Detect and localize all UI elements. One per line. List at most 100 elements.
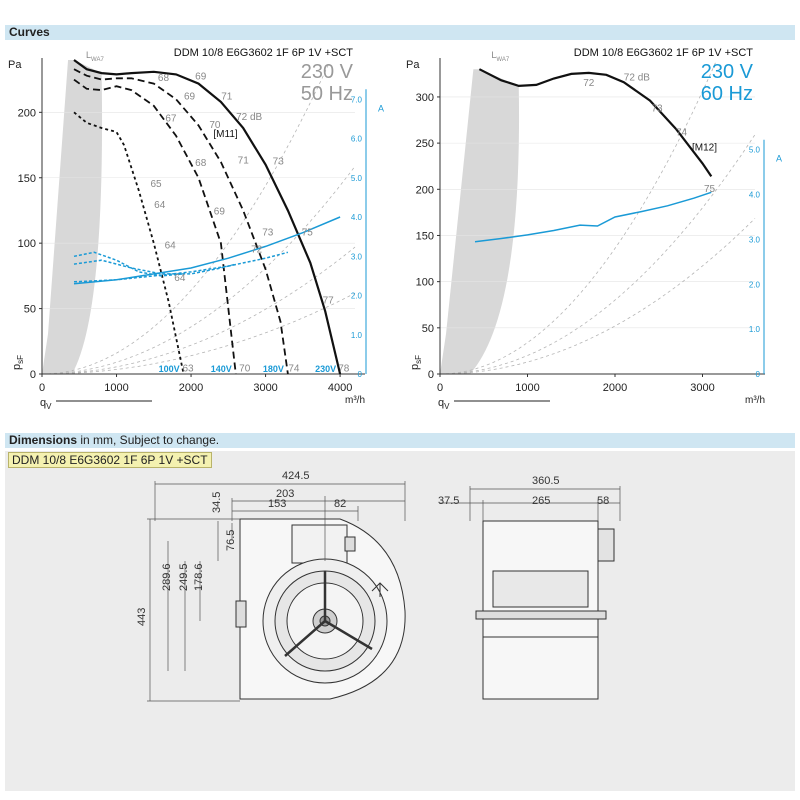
y-axis-unit: Pa	[406, 59, 420, 71]
terminal-box	[291, 524, 348, 564]
current-tick-label: 3.0	[749, 235, 761, 244]
y-axis-unit: Pa	[8, 59, 22, 71]
db-label: 71	[238, 155, 250, 166]
db-label: 67	[165, 113, 177, 124]
dimension-drawings: 424.5 203 153 82 34.5 76.5 178.6 249.5 2…	[136, 470, 621, 702]
frequency-label: 60 Hz	[701, 83, 753, 105]
side-housing	[482, 520, 599, 700]
x-axis-label: qV	[438, 397, 450, 411]
db-label: 63	[183, 363, 195, 374]
db-label: 68	[158, 73, 170, 84]
x-axis-unit: m³/h	[345, 395, 365, 406]
db-label: 64	[154, 200, 166, 211]
curves-title: Curves	[9, 25, 50, 39]
current-tick-label: 2.0	[351, 292, 363, 301]
db-label: 72	[583, 78, 595, 89]
dim-178-6: 178.6	[193, 563, 205, 591]
curve-id-label: [M11]	[213, 129, 237, 140]
curve-id-label: [M12]	[692, 143, 717, 154]
system-curve	[439, 62, 716, 375]
db-label: 71	[221, 91, 233, 102]
system-curve	[42, 166, 356, 375]
dim-360-5: 360.5	[532, 475, 560, 487]
current-tick-label: 7.0	[351, 95, 363, 104]
y-tick-label: 300	[416, 92, 434, 104]
current-axis-unit: A	[776, 154, 782, 164]
x-tick-label: 1000	[515, 382, 539, 394]
chart-title: DDM 10/8 E6G3602 1F 6P 1V +SCT	[574, 47, 754, 59]
dim-424-5: 424.5	[282, 470, 310, 482]
side-dimension-labels: 360.5 37.5 265 58	[438, 475, 609, 507]
dim-58: 58	[597, 495, 609, 507]
side-flange	[475, 610, 607, 620]
db-label: 77	[323, 295, 335, 306]
pressure-curve-100v	[73, 111, 185, 375]
dimensions-section-header: Dimensions in mm, Subject to change.	[5, 433, 795, 448]
y-tick-label: 50	[422, 323, 434, 335]
current-tick-label: 5.0	[749, 146, 761, 155]
db-label: 65	[150, 179, 162, 190]
db-label: 70	[239, 363, 251, 374]
y-tick-label: 100	[18, 238, 36, 250]
y-tick-label: 200	[416, 184, 434, 196]
dim-76-5: 76.5	[225, 530, 237, 551]
x-tick-label: 1000	[104, 382, 128, 394]
x-tick-label: 0	[437, 382, 443, 394]
dim-153: 153	[268, 498, 286, 510]
model-tag: DDM 10/8 E6G3602 1F 6P 1V +SCT	[8, 452, 212, 468]
dim-203: 203	[276, 488, 294, 500]
y-tick-label: 0	[30, 369, 36, 381]
voltage-label: 230 V	[701, 61, 754, 83]
current-curve-230v	[474, 191, 712, 243]
dim-265: 265	[532, 495, 550, 507]
y-tick-label: 0	[428, 369, 434, 381]
current-axis-unit: A	[378, 103, 384, 113]
db-label: 68	[195, 158, 207, 169]
y-tick-label: 50	[24, 304, 36, 316]
db-label: 78	[338, 363, 350, 374]
side-motor	[492, 570, 589, 608]
db-label: 70	[209, 120, 221, 131]
speed-label-230v: 230V	[315, 364, 336, 374]
db-label: 75	[302, 227, 314, 238]
db-label: 72	[251, 244, 263, 255]
db-label: 74	[288, 363, 300, 374]
x-tick-label: 2000	[603, 382, 627, 394]
y-tick-label: 150	[416, 230, 434, 242]
y-axis-label: psF	[11, 355, 25, 370]
speed-label-100v: 100V	[159, 364, 180, 374]
db-label: 72 dB	[624, 72, 650, 83]
front-dimension-lines	[147, 481, 406, 702]
dim-289-6: 289.6	[161, 563, 173, 591]
dimensions-note: in mm, Subject to change.	[77, 433, 220, 447]
side-dimension-lines	[440, 486, 621, 521]
front-view-drawing	[235, 518, 406, 700]
dim-37-5: 37.5	[438, 495, 459, 507]
lwa-shaded-area	[42, 60, 103, 374]
dim-34-5: 34.5	[211, 492, 223, 513]
system-curve	[42, 292, 356, 375]
dim-443: 443	[136, 608, 148, 626]
current-tick-label: 5.0	[351, 174, 363, 183]
speed-label-140v: 140V	[211, 364, 232, 374]
pressure-curve-230v	[73, 59, 342, 375]
system-curve	[41, 63, 330, 375]
voltage-label: 230 V	[301, 61, 354, 83]
db-label: 73	[273, 157, 285, 168]
dimensions-title: Dimensions	[9, 433, 78, 447]
pressure-curve-180v	[73, 68, 289, 375]
db-label: 69	[195, 72, 207, 83]
lwa-shaded-area	[440, 69, 520, 374]
dim-249-5: 249.5	[178, 563, 190, 591]
x-axis-label: qV	[40, 397, 52, 411]
current-curve-100v	[73, 251, 184, 277]
curves-section-header: Curves	[5, 25, 795, 40]
chart-title: DDM 10/8 E6G3602 1F 6P 1V +SCT	[174, 47, 354, 59]
mounting-bracket	[235, 600, 247, 628]
db-label: 69	[214, 206, 226, 217]
x-tick-label: 3000	[253, 382, 277, 394]
side-view-drawing	[475, 520, 615, 700]
current-tick-label: 3.0	[351, 252, 363, 261]
lwa-label: LWA7	[491, 50, 509, 63]
